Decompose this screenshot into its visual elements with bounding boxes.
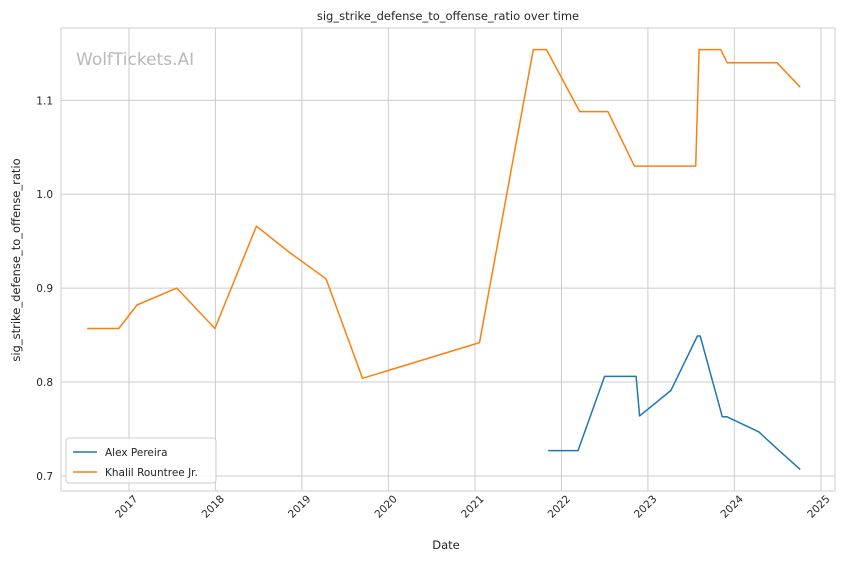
watermark: WolfTickets.AI [76,50,194,70]
chart-title: sig_strike_defense_to_offense_ratio over… [317,9,579,23]
y-tick-label: 0.8 [36,377,53,389]
y-tick-labels: 0.7 0.8 0.9 1.0 1.1 [36,95,53,483]
y-tick-label: 0.7 [36,471,53,483]
x-gridlines [128,28,822,491]
series-line-alex-pereira [548,335,801,470]
y-tick-label: 1.1 [36,95,53,107]
y-tick-label: 1.0 [36,189,53,201]
plot-area [60,27,836,492]
legend-box [65,437,217,484]
y-axis-label: sig_strike_defense_to_offense_ratio [9,158,23,361]
legend-label-khalil-rountree: Khalil Rountree Jr. [105,467,198,479]
y-gridlines [61,99,835,477]
legend: Alex Pereira Khalil Rountree Jr. [65,437,217,484]
legend-label-alex-pereira: Alex Pereira [105,447,168,459]
series-layer [87,48,801,470]
y-tick-label: 0.9 [36,283,53,295]
series-line-khalil-rountree-jr [87,48,801,380]
x-axis-label: Date [432,538,460,552]
